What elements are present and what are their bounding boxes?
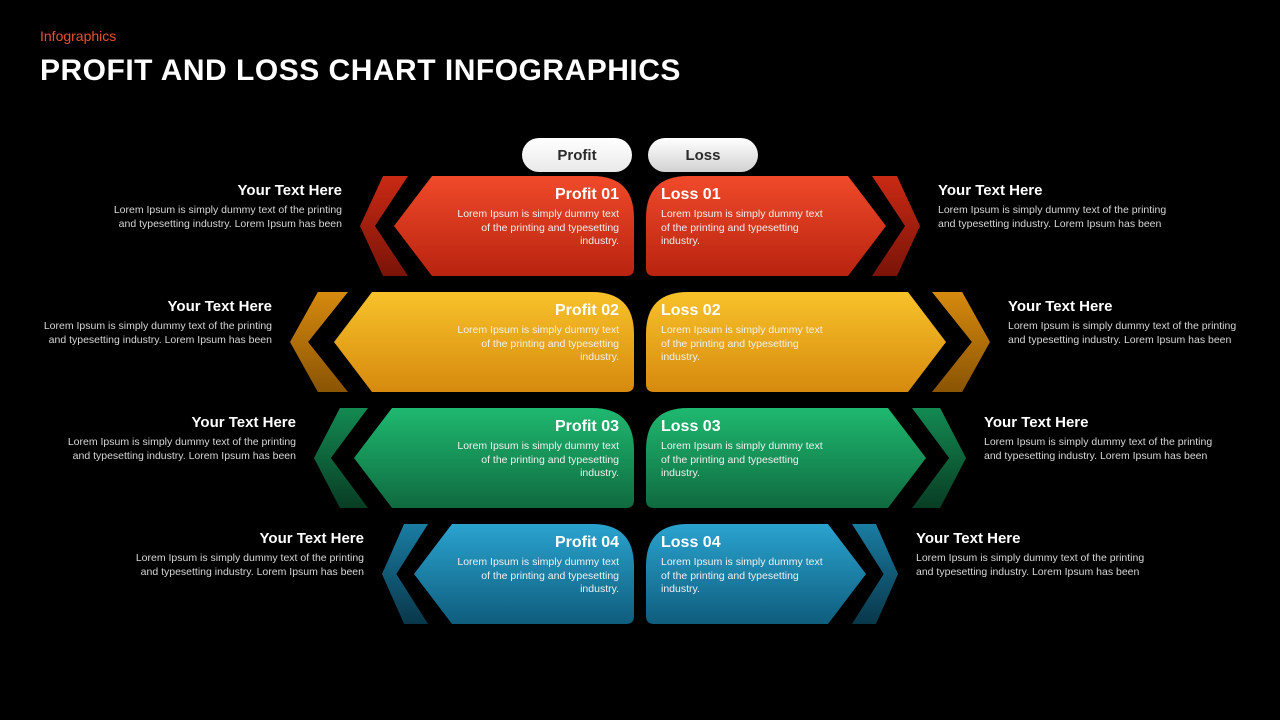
profit-body: Lorem Ipsum is simply dummy text of the … [449,324,619,365]
profit-head: Profit 01 [449,186,619,204]
pill-loss: Loss [648,138,758,172]
loss-body: Lorem Ipsum is simply dummy text of the … [661,440,831,481]
loss-body: Lorem Ipsum is simply dummy text of the … [661,208,831,249]
anno-body: Lorem Ipsum is simply dummy text of the … [938,203,1178,231]
anno-body: Lorem Ipsum is simply dummy text of the … [102,203,342,231]
profit-text-3: Profit 04 Lorem Ipsum is simply dummy te… [449,534,619,597]
loss-text-2: Loss 03 Lorem Ipsum is simply dummy text… [661,418,831,481]
page-title: PROFIT AND LOSS CHART INFOGRAPHICS [40,54,681,88]
loss-text-0: Loss 01 Lorem Ipsum is simply dummy text… [661,186,831,249]
loss-head: Loss 04 [661,534,831,552]
anno-left-1: Your Text Here Lorem Ipsum is simply dum… [32,298,272,347]
subtitle: Infographics [40,28,681,44]
anno-right-2: Your Text Here Lorem Ipsum is simply dum… [984,414,1224,463]
profit-head: Profit 02 [449,302,619,320]
anno-head: Your Text Here [124,530,364,547]
anno-head: Your Text Here [56,414,296,431]
profit-head: Profit 03 [449,418,619,436]
loss-text-1: Loss 02 Lorem Ipsum is simply dummy text… [661,302,831,365]
profit-text-0: Profit 01 Lorem Ipsum is simply dummy te… [449,186,619,249]
anno-body: Lorem Ipsum is simply dummy text of the … [916,551,1156,579]
row-2: Profit 03 Lorem Ipsum is simply dummy te… [0,408,1280,520]
anno-head: Your Text Here [102,182,342,199]
anno-body: Lorem Ipsum is simply dummy text of the … [124,551,364,579]
loss-head: Loss 03 [661,418,831,436]
anno-body: Lorem Ipsum is simply dummy text of the … [56,435,296,463]
row-1: Profit 02 Lorem Ipsum is simply dummy te… [0,292,1280,404]
anno-left-3: Your Text Here Lorem Ipsum is simply dum… [124,530,364,579]
profit-body: Lorem Ipsum is simply dummy text of the … [449,556,619,597]
row-0: Profit 01 Lorem Ipsum is simply dummy te… [0,176,1280,288]
profit-text-2: Profit 03 Lorem Ipsum is simply dummy te… [449,418,619,481]
anno-right-1: Your Text Here Lorem Ipsum is simply dum… [1008,298,1248,347]
profit-head: Profit 04 [449,534,619,552]
profit-text-1: Profit 02 Lorem Ipsum is simply dummy te… [449,302,619,365]
profit-body: Lorem Ipsum is simply dummy text of the … [449,208,619,249]
pills: Profit Loss [522,138,758,172]
anno-body: Lorem Ipsum is simply dummy text of the … [984,435,1224,463]
anno-right-3: Your Text Here Lorem Ipsum is simply dum… [916,530,1156,579]
pill-profit: Profit [522,138,632,172]
row-3: Profit 04 Lorem Ipsum is simply dummy te… [0,524,1280,636]
loss-head: Loss 01 [661,186,831,204]
diagram: Profit 01 Lorem Ipsum is simply dummy te… [0,176,1280,696]
header: Infographics PROFIT AND LOSS CHART INFOG… [40,28,681,88]
anno-left-0: Your Text Here Lorem Ipsum is simply dum… [102,182,342,231]
anno-body: Lorem Ipsum is simply dummy text of the … [1008,319,1248,347]
loss-body: Lorem Ipsum is simply dummy text of the … [661,556,831,597]
anno-left-2: Your Text Here Lorem Ipsum is simply dum… [56,414,296,463]
profit-body: Lorem Ipsum is simply dummy text of the … [449,440,619,481]
anno-head: Your Text Here [984,414,1224,431]
anno-head: Your Text Here [916,530,1156,547]
anno-body: Lorem Ipsum is simply dummy text of the … [32,319,272,347]
anno-head: Your Text Here [32,298,272,315]
anno-head: Your Text Here [1008,298,1248,315]
anno-right-0: Your Text Here Lorem Ipsum is simply dum… [938,182,1178,231]
loss-text-3: Loss 04 Lorem Ipsum is simply dummy text… [661,534,831,597]
loss-body: Lorem Ipsum is simply dummy text of the … [661,324,831,365]
loss-head: Loss 02 [661,302,831,320]
anno-head: Your Text Here [938,182,1178,199]
